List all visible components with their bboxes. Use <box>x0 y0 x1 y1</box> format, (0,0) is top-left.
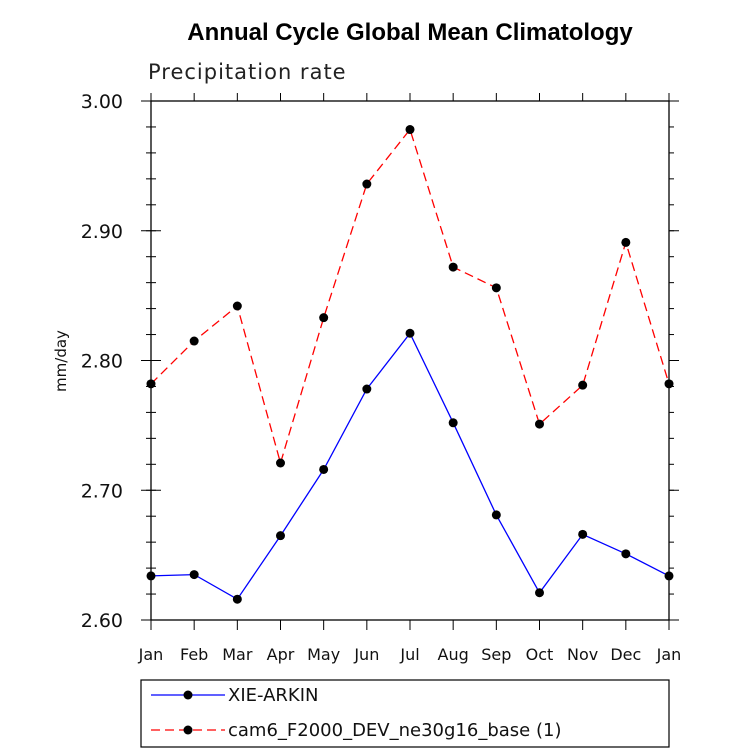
data-point-series-2 <box>189 336 199 346</box>
x-tick-label: Mar <box>222 645 253 664</box>
x-tick-marks <box>150 93 670 630</box>
chart-title: Annual Cycle Global Mean Climatology <box>187 19 633 46</box>
data-point-series-1 <box>232 594 242 604</box>
data-point-series-2 <box>362 179 372 189</box>
x-tick-label: Jul <box>399 645 419 664</box>
y-tick-label: 2.70 <box>81 480 123 502</box>
legend-marker-series-1 <box>183 690 193 700</box>
x-tick-label: Dec <box>610 645 641 664</box>
y-tick-label: 3.00 <box>81 91 123 113</box>
data-point-series-2 <box>319 313 329 323</box>
data-point-series-2 <box>491 283 501 293</box>
series-line-2 <box>150 128 670 466</box>
data-point-series-1 <box>448 418 458 428</box>
x-tick-labels: Jan Feb Mar Apr May Jun Jul Aug Sep Oct … <box>138 645 682 664</box>
x-tick-label: Jun <box>353 645 379 664</box>
y-tick-marks <box>141 100 679 621</box>
data-point-series-2 <box>146 379 156 389</box>
data-point-series-1 <box>276 531 285 541</box>
y-tick-label: 2.60 <box>81 610 123 632</box>
x-tick-label: Sep <box>481 645 511 664</box>
data-point-series-1 <box>405 328 415 338</box>
data-point-series-2 <box>621 237 631 247</box>
x-tick-label: Feb <box>180 645 208 664</box>
x-tick-label: Jan <box>656 645 682 664</box>
y-tick-label: 2.90 <box>81 221 123 243</box>
data-point-series-1 <box>362 384 372 394</box>
data-point-series-2 <box>578 380 588 390</box>
x-tick-label: Oct <box>526 645 554 664</box>
legend-marker-series-2 <box>183 725 193 735</box>
data-point-series-1 <box>621 549 631 559</box>
x-tick-label: Nov <box>567 645 598 664</box>
data-point-series-1 <box>189 570 199 580</box>
minor-ticks <box>146 100 674 621</box>
chart-subtitle: Precipitation rate <box>148 60 347 84</box>
series-line-1 <box>150 332 670 601</box>
plot-frame <box>150 100 670 621</box>
data-point-series-2 <box>232 301 242 311</box>
data-point-series-2 <box>448 262 458 272</box>
legend-label-series-1: XIE-ARKIN <box>228 685 319 706</box>
legend: XIE-ARKIN cam6_F2000_DEV_ne30g16_base (1… <box>140 679 670 748</box>
data-point-series-1 <box>664 571 674 581</box>
legend-box <box>140 679 670 748</box>
data-point-series-2 <box>405 125 415 135</box>
data-point-series-1 <box>491 510 501 520</box>
y-tick-labels: 2.60 2.70 2.80 2.90 3.00 <box>81 91 123 632</box>
data-point-series-2 <box>535 419 544 429</box>
data-point-series-2 <box>276 458 285 468</box>
y-axis-label: mm/day <box>52 330 70 392</box>
x-tick-label: Jan <box>138 645 164 664</box>
y-tick-label: 2.80 <box>81 351 123 373</box>
legend-label-series-2: cam6_F2000_DEV_ne30g16_base (1) <box>228 720 561 741</box>
data-point-series-1 <box>578 529 588 539</box>
data-point-series-1 <box>319 464 329 474</box>
x-tick-label: May <box>307 645 340 664</box>
x-tick-label: Aug <box>438 645 469 664</box>
data-point-series-1 <box>535 588 544 598</box>
x-tick-label: Apr <box>267 645 295 664</box>
series-layer <box>146 125 674 604</box>
data-point-series-2 <box>664 379 674 389</box>
data-point-series-1 <box>146 571 156 581</box>
